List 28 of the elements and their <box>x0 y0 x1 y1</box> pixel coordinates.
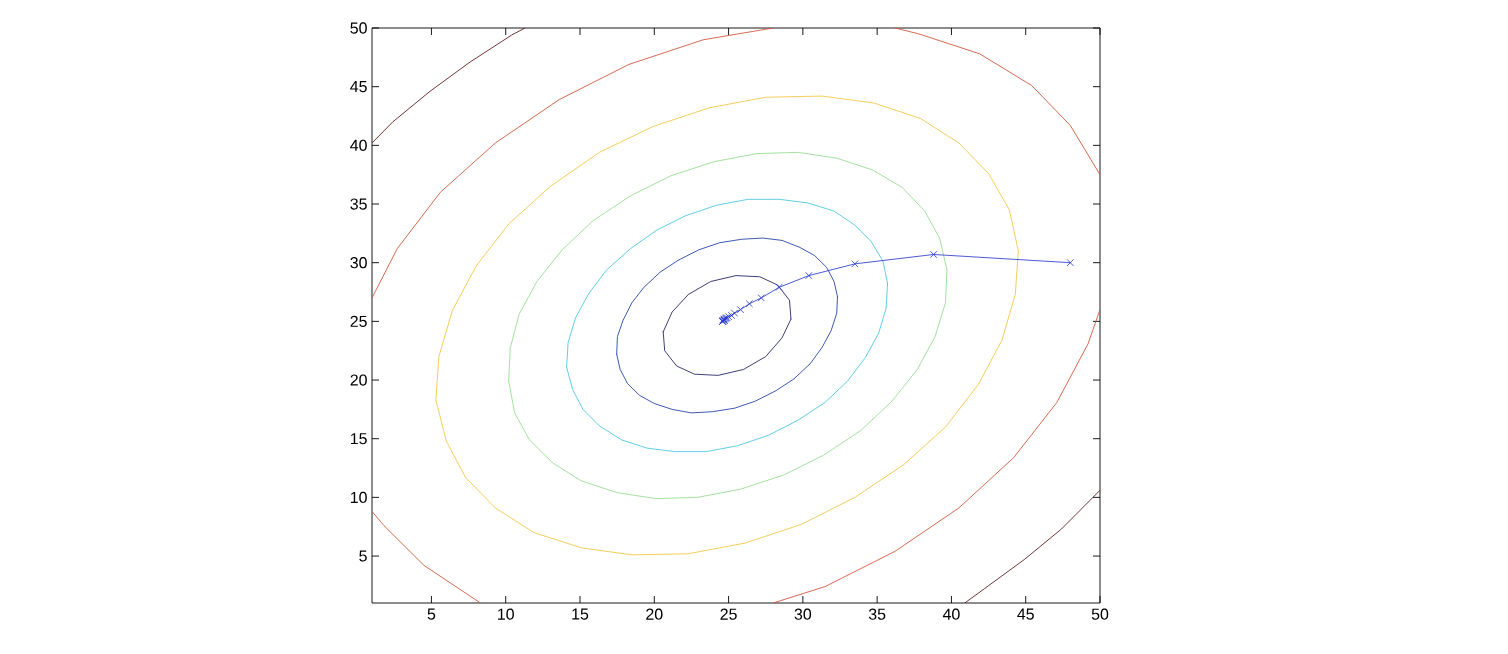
x-tick-label: 35 <box>868 608 886 620</box>
y-tick-label: 30 <box>350 257 367 269</box>
y-tick-label: 25 <box>350 315 367 328</box>
y-tick-label: 45 <box>350 81 367 93</box>
x-tick-label: 40 <box>942 608 960 620</box>
y-tick-label: 50 <box>350 22 367 34</box>
point <box>737 306 744 314</box>
y-tick-label: 5 <box>359 550 367 562</box>
point <box>757 294 765 302</box>
point <box>1066 259 1074 267</box>
x-tick-label: 15 <box>572 608 589 620</box>
point <box>745 300 753 308</box>
x-tick-label: 50 <box>1091 608 1109 620</box>
x-tick-label: 25 <box>720 608 737 620</box>
y-tick-label: 15 <box>350 433 367 445</box>
point <box>805 272 813 279</box>
x-tick-label: 20 <box>646 608 663 620</box>
y-tick-label: 35 <box>350 198 367 210</box>
x-tick-label: 5 <box>427 608 436 620</box>
point <box>851 260 859 268</box>
x-tick-label: 30 <box>794 608 812 620</box>
y-tick-label: 10 <box>350 491 367 504</box>
x-tick-label: 45 <box>1017 608 1034 620</box>
y-tick-label: 40 <box>350 139 367 151</box>
point <box>930 251 938 258</box>
point <box>775 283 783 291</box>
y-tick-label: 20 <box>350 374 367 386</box>
x-tick-label: 10 <box>498 608 514 620</box>
